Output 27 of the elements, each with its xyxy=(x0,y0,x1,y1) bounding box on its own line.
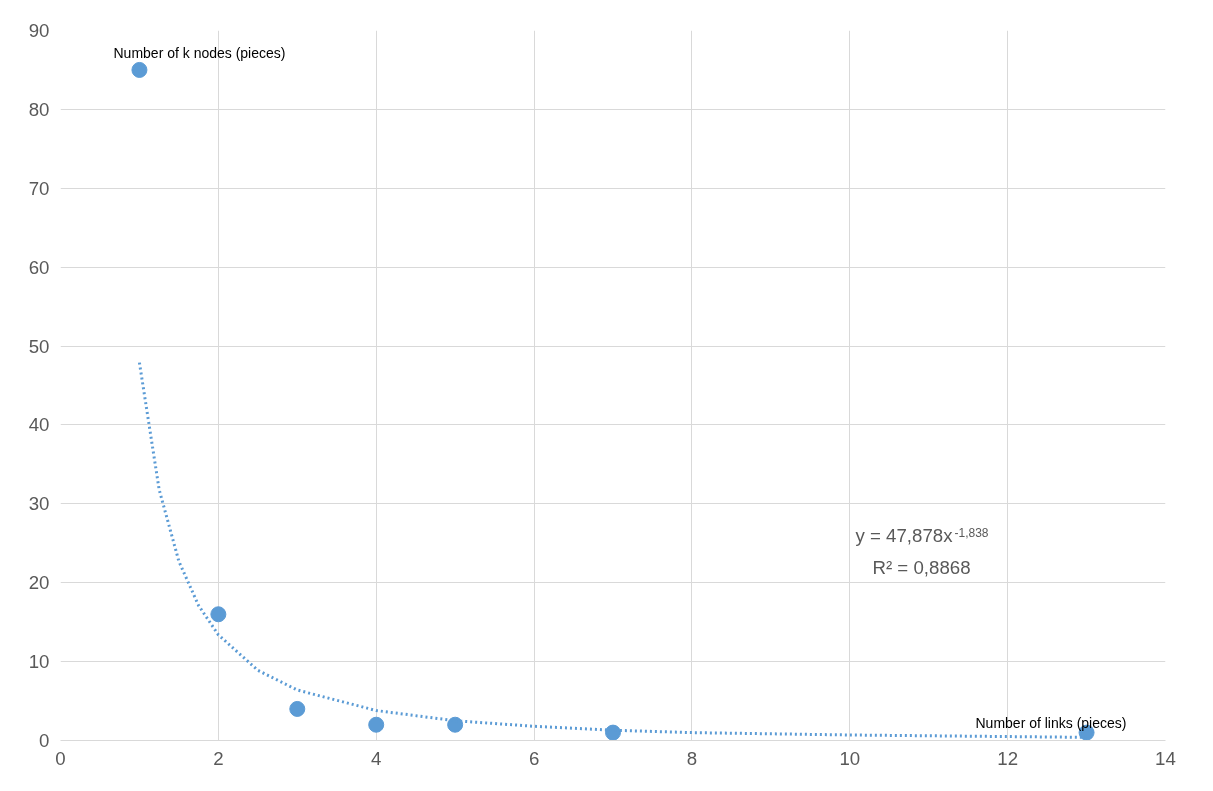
x-axis-title: Number of links (pieces) xyxy=(975,714,1127,731)
point xyxy=(210,606,227,623)
x-tick-label: 6 xyxy=(528,747,540,769)
point xyxy=(131,61,148,78)
y-tick-label: 50 xyxy=(28,335,50,357)
y-tick-label: 40 xyxy=(28,414,50,436)
y-tick-label: 70 xyxy=(28,177,50,199)
point xyxy=(368,716,385,733)
y-tick-label: 20 xyxy=(28,572,50,594)
y-tick-label: 30 xyxy=(28,493,50,515)
y-tick-label: 80 xyxy=(28,98,50,120)
point xyxy=(289,700,306,717)
y-tick-label: 90 xyxy=(28,20,50,41)
x-tick-label: 4 xyxy=(371,747,382,769)
point xyxy=(447,716,464,733)
x-tick-label: 10 xyxy=(839,747,861,769)
point xyxy=(605,724,621,741)
x-tick-label: 14 xyxy=(1155,747,1176,769)
y-axis-title: Number of k nodes (pieces) xyxy=(113,44,286,61)
x-tick-label: 0 xyxy=(55,747,66,769)
x-tick-label: 2 xyxy=(213,747,224,769)
y-tick-label: 0 xyxy=(39,730,50,751)
annotation: R² = 0,8868 xyxy=(872,556,971,578)
y-tick-label: 60 xyxy=(28,256,50,278)
x-tick-label: 8 xyxy=(686,747,698,769)
x-tick-label: 12 xyxy=(997,747,1019,769)
y-tick-label: 10 xyxy=(28,651,50,673)
